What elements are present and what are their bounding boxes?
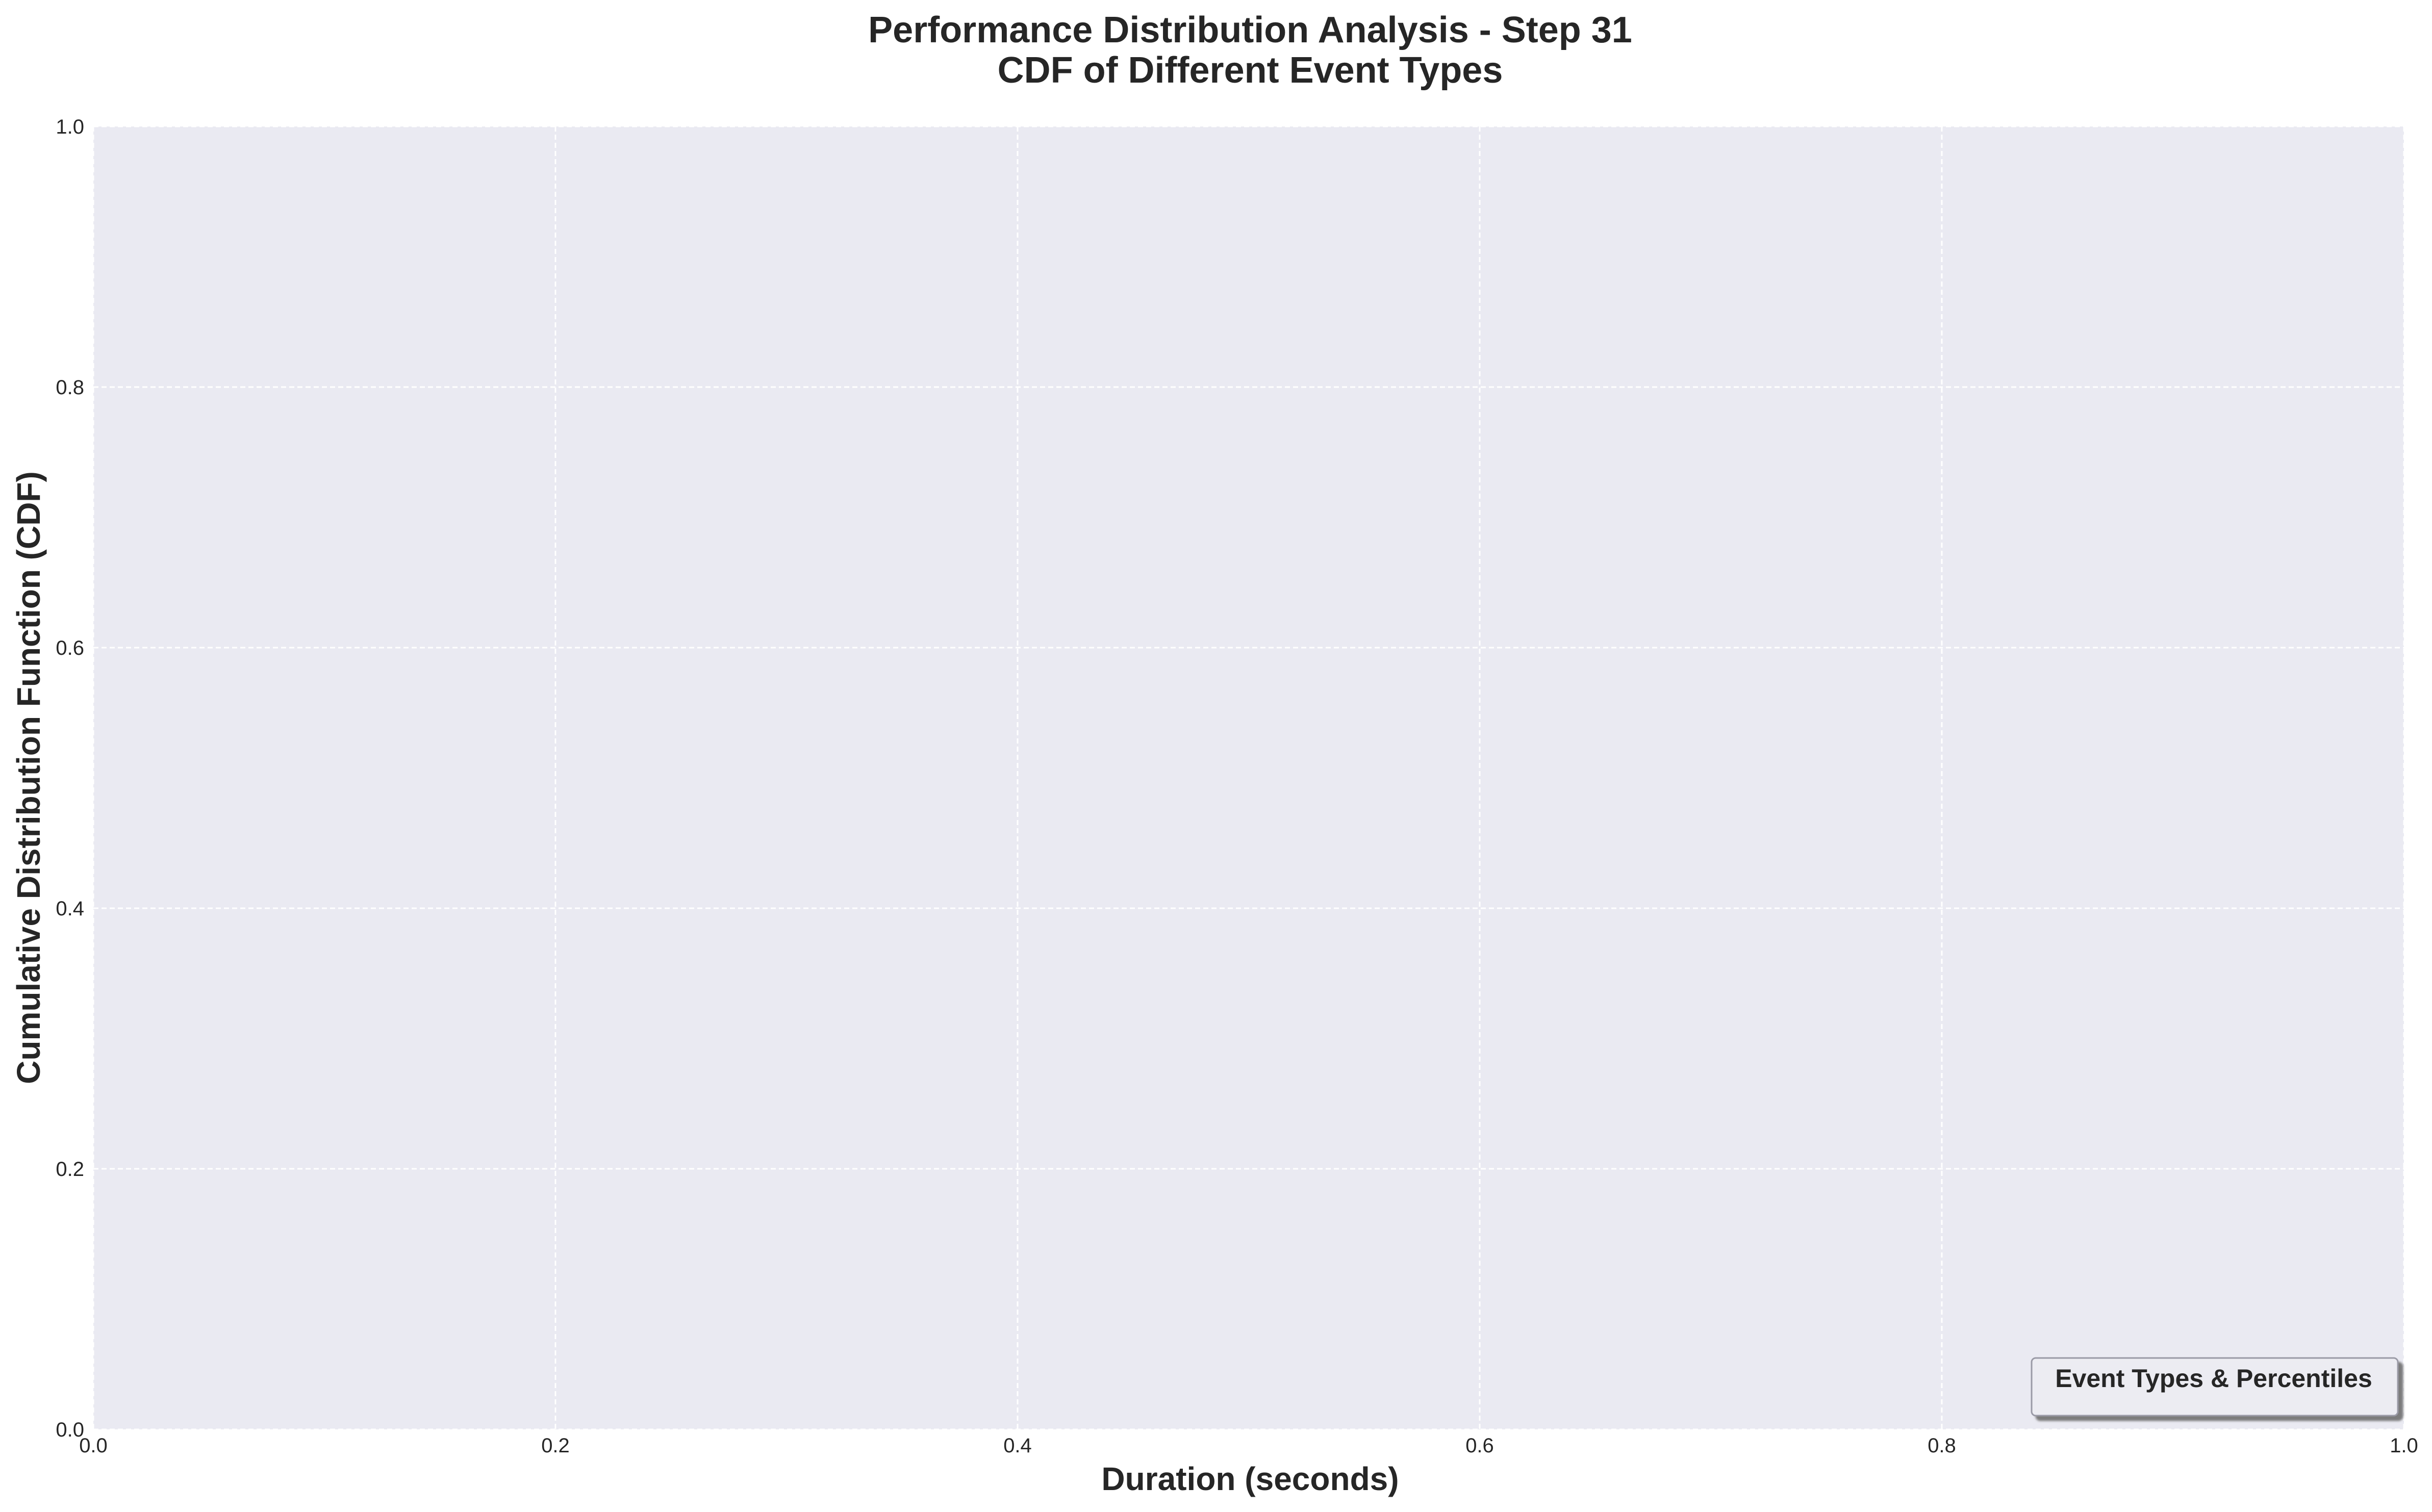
y-axis-label: Cumulative Distribution Function (CDF) bbox=[10, 471, 47, 1084]
x-tick-label: 0.4 bbox=[1003, 1434, 1032, 1457]
y-tick-label: 1.0 bbox=[56, 116, 84, 138]
grid-lines bbox=[92, 125, 2405, 1430]
y-tick-label: 0.8 bbox=[56, 376, 84, 399]
chart-subtitle: CDF of Different Event Types bbox=[998, 50, 1503, 91]
x-axis-label: Duration (seconds) bbox=[1101, 1460, 1399, 1497]
legend-title: Event Types & Percentiles bbox=[2055, 1364, 2372, 1393]
y-tick-label: 0.6 bbox=[56, 637, 84, 659]
x-tick-label: 0.6 bbox=[1465, 1434, 1494, 1457]
plot-area bbox=[93, 126, 2404, 1429]
x-axis-ticks: 0.0 0.2 0.4 0.6 0.8 1.0 bbox=[79, 1434, 2418, 1457]
x-tick-label: 0.2 bbox=[541, 1434, 570, 1457]
y-tick-label: 0.0 bbox=[56, 1419, 84, 1441]
legend-box bbox=[2031, 1357, 2399, 1417]
y-tick-label: 0.4 bbox=[56, 898, 84, 920]
chart-title: Performance Distribution Analysis - Step… bbox=[868, 10, 1632, 50]
x-tick-label: 1.0 bbox=[2390, 1434, 2418, 1457]
y-axis-ticks: 0.0 0.2 0.4 0.6 0.8 1.0 bbox=[56, 116, 84, 1441]
x-tick-label: 0.0 bbox=[79, 1434, 108, 1457]
x-tick-label: 0.8 bbox=[1928, 1434, 1956, 1457]
legend: Event Types & Percentiles bbox=[2031, 1357, 2399, 1417]
y-tick-label: 0.2 bbox=[56, 1158, 84, 1181]
